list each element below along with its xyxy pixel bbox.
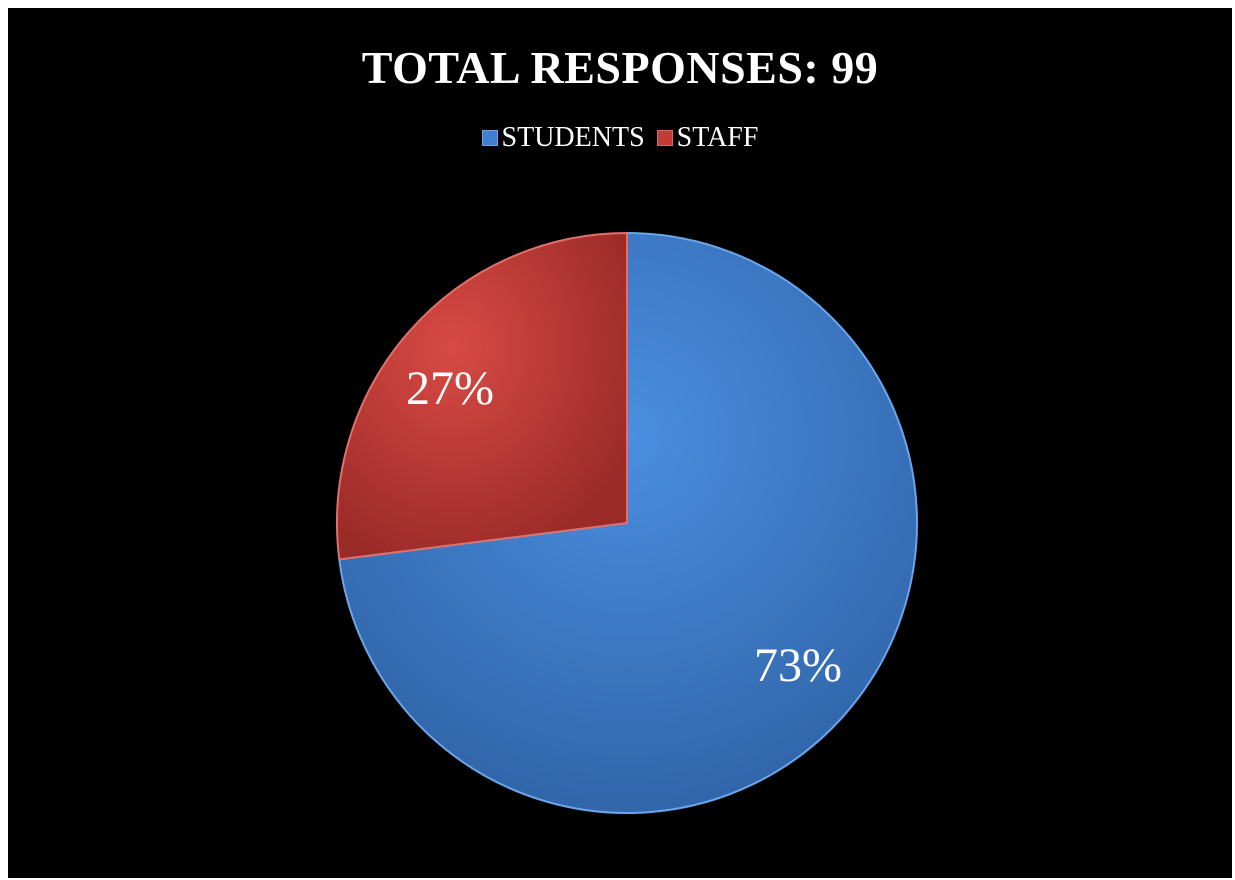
legend-label-staff: STAFF bbox=[676, 122, 759, 153]
pie-slice-staff bbox=[336, 231, 628, 561]
pie-data-labels: 73% 27% bbox=[406, 362, 842, 692]
data-label-staff: 27% bbox=[406, 362, 494, 415]
legend-item-staff: STAFF bbox=[656, 122, 759, 154]
legend-swatch-students bbox=[481, 130, 498, 146]
legend-item-students: STUDENTS bbox=[481, 122, 645, 154]
chart-frame: TOTAL RESPONSES: 99 STUDENTS STAFF 73% 27… bbox=[8, 8, 1232, 878]
pie-chart: 73% 27% bbox=[336, 231, 918, 814]
pie-slices bbox=[336, 231, 918, 814]
legend-swatch-staff bbox=[656, 130, 673, 146]
chart-title: TOTAL RESPONSES: 99 bbox=[361, 42, 879, 93]
data-label-students: 73% bbox=[754, 639, 842, 692]
chart-legend: STUDENTS STAFF bbox=[8, 122, 1232, 154]
pie-slice-students bbox=[338, 231, 918, 814]
legend-label-students: STUDENTS bbox=[501, 122, 645, 153]
